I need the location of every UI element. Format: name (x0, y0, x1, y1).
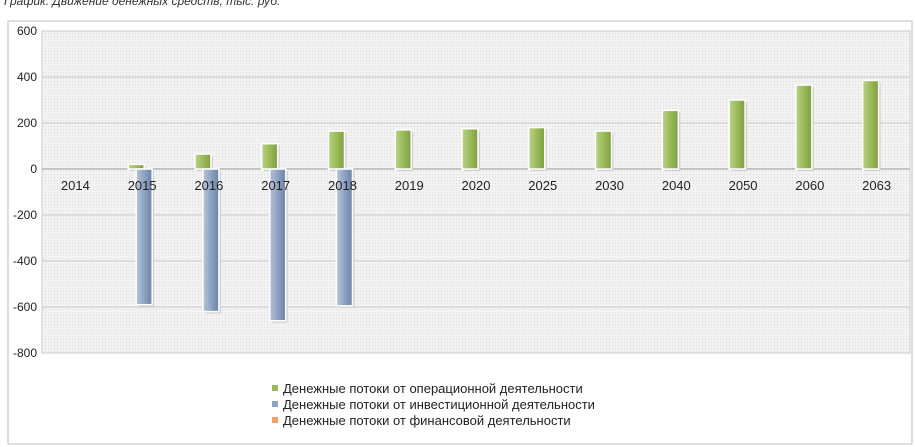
x-tick-label: 2030 (595, 178, 624, 193)
legend-swatch-investing (272, 401, 278, 407)
legend-label-investing: Денежные потоки от инвестиционной деятел… (283, 396, 595, 412)
chart-frame (7, 20, 913, 445)
legend-item-investing: Денежные потоки от инвестиционной деятел… (272, 396, 595, 412)
legend-label-financing: Денежные потоки от финансовой деятельнос… (283, 412, 571, 428)
bar-operating (661, 109, 680, 170)
x-tick-label: 2019 (395, 178, 424, 193)
y-tick-label: -600 (13, 300, 37, 314)
legend: Денежные потоки от операционной деятельн… (272, 380, 595, 428)
x-tick-label: 2016 (194, 178, 223, 193)
bars (127, 79, 881, 323)
legend-swatch-operating (272, 385, 278, 391)
plot-area (41, 30, 911, 354)
legend-item-operating: Денежные потоки от операционной деятельн… (272, 380, 595, 396)
bar-operating (461, 128, 479, 170)
legend-item-financing: Денежные потоки от финансовой деятельнос… (272, 412, 595, 428)
y-axis: 600 400 200 0 -200 -400 -600 -800 (13, 24, 37, 360)
x-tick-label: 2063 (862, 178, 891, 193)
legend-swatch-financing (272, 417, 278, 423)
x-tick-label: 2014 (61, 178, 90, 193)
y-tick-label: -200 (13, 208, 37, 222)
x-tick-label: 2025 (528, 178, 557, 193)
bar-operating (327, 130, 346, 170)
y-tick-label: 400 (17, 70, 37, 84)
y-tick-label: 600 (17, 24, 37, 38)
y-tick-label: -400 (13, 254, 37, 268)
bar-investing (268, 168, 287, 322)
bar-operating (728, 99, 746, 170)
x-tick-label: 2018 (328, 178, 357, 193)
x-axis-labels: 2014 2015 2016 2017 2018 2019 2020 2025 2030 2040… (61, 178, 891, 193)
bar-investing (335, 168, 354, 307)
bar-operating (528, 126, 546, 170)
bar-investing (202, 168, 220, 313)
x-tick-label: 2060 (795, 178, 824, 193)
bar-operating (260, 142, 279, 170)
y-tick-label: -800 (13, 346, 37, 360)
legend-label-operating: Денежные потоки от операционной деятельн… (283, 380, 583, 396)
x-tick-label: 2020 (462, 178, 491, 193)
bar-operating (861, 79, 880, 170)
plot-background (41, 30, 911, 354)
bar-operating (594, 130, 613, 170)
bar-operating (795, 84, 813, 170)
x-tick-label: 2040 (662, 178, 691, 193)
chart-title: График. Движение денежных средств, тыс. … (4, 0, 281, 8)
x-tick-label: 2050 (729, 178, 758, 193)
bar-investing (135, 168, 153, 306)
bar-operating (194, 153, 212, 170)
bar-operating (394, 129, 412, 170)
x-tick-label: 2017 (261, 178, 290, 193)
chart-border (7, 20, 913, 445)
y-tick-label: 0 (30, 162, 37, 176)
x-tick-label: 2015 (128, 178, 157, 193)
y-tick-label: 200 (17, 116, 37, 130)
